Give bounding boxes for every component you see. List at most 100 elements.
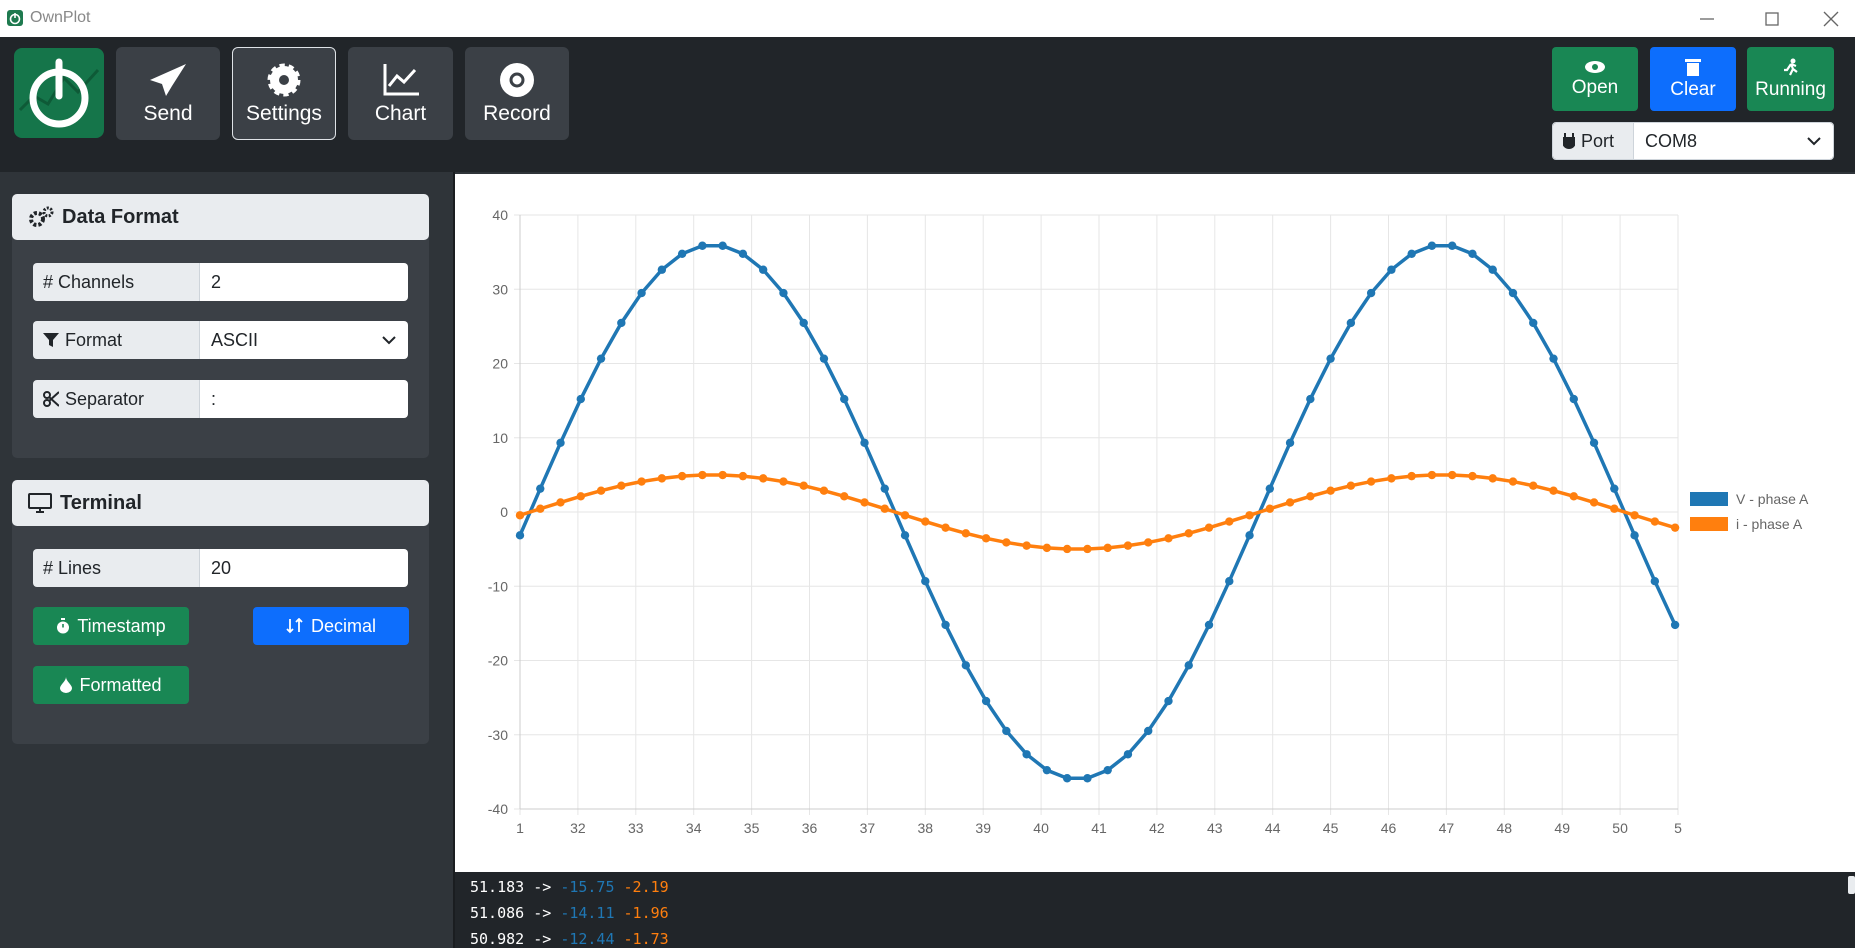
data-point <box>657 265 667 274</box>
button-label: Settings <box>246 101 322 125</box>
data-point <box>1346 481 1356 490</box>
field-label: Separator <box>65 388 145 409</box>
record-button[interactable]: Record <box>465 47 569 140</box>
data-point <box>921 577 930 586</box>
terminal-text: -1.73 <box>623 930 669 948</box>
y-tick-label: -30 <box>488 727 508 743</box>
send-button[interactable]: Send <box>116 47 220 140</box>
data-point <box>1123 750 1133 759</box>
field-value: ASCII <box>211 329 259 350</box>
data-point <box>961 661 971 670</box>
timestamp-button[interactable]: Timestamp <box>33 607 189 645</box>
data-point <box>556 498 565 507</box>
legend-label: i - phase A <box>1736 516 1803 532</box>
running-button[interactable]: Running <box>1747 47 1834 111</box>
data-point <box>1650 577 1660 586</box>
data-point <box>536 484 545 493</box>
data-point <box>1062 774 1072 783</box>
terminal-line: 50.982 -> -12.44 -1.73 <box>470 930 678 948</box>
clear-button[interactable]: Clear <box>1650 47 1736 111</box>
data-point <box>1427 241 1437 250</box>
data-point <box>1204 523 1214 532</box>
data-point <box>1306 394 1315 404</box>
chart: -40 -30 -20 -10 0 10 20 30 40 1 32 33 34 35 36 37 38 39 40… <box>455 174 1855 872</box>
x-tick-label: 33 <box>628 820 644 836</box>
data-point <box>738 249 748 259</box>
scrollbar[interactable] <box>1848 876 1855 894</box>
data-point <box>718 470 727 480</box>
separator-field[interactable]: Separator : <box>33 380 408 418</box>
formatted-button[interactable]: Formatted <box>33 666 189 704</box>
data-point <box>1245 531 1254 540</box>
data-point <box>1508 477 1518 486</box>
y-tick-label: 30 <box>492 281 508 297</box>
data-point <box>1022 750 1031 759</box>
x-tick-label: 37 <box>860 820 876 836</box>
terminal-text: -12.44 <box>560 930 615 948</box>
data-point <box>758 474 768 483</box>
logo[interactable] <box>14 48 104 138</box>
x-tick-label: 47 <box>1439 820 1455 836</box>
data-point <box>1366 477 1376 486</box>
data-point <box>1164 534 1173 543</box>
data-point <box>1549 486 1558 495</box>
data-point <box>596 486 606 495</box>
data-point <box>799 318 808 328</box>
terminal-text: 50.982 <box>470 930 525 948</box>
data-point <box>1589 438 1599 447</box>
data-point <box>1529 481 1538 490</box>
x-tick-label: 42 <box>1149 820 1165 836</box>
y-tick-label: -10 <box>488 578 508 594</box>
format-field[interactable]: Format ASCII <box>33 321 408 359</box>
x-tick-label: 48 <box>1497 820 1513 836</box>
data-point <box>1630 511 1639 520</box>
port-label: Port <box>1553 123 1634 159</box>
terminal-line: 51.086 -> -14.11 -1.96 <box>470 904 678 922</box>
terminal-text: -1.96 <box>623 904 669 922</box>
x-tick-label: 5 <box>1674 820 1682 836</box>
data-point <box>880 504 889 513</box>
y-tick-label: 40 <box>492 207 508 223</box>
open-button[interactable]: Open <box>1552 47 1638 111</box>
button-label: Clear <box>1670 78 1716 100</box>
terminal-text: -> <box>533 878 552 896</box>
data-point <box>657 474 667 483</box>
field-value: : <box>211 388 217 409</box>
data-point <box>880 484 889 493</box>
settings-button[interactable]: Settings <box>232 47 336 140</box>
channels-field[interactable]: # Channels 2 <box>33 263 408 301</box>
port-select[interactable]: Port COM8 <box>1552 122 1834 160</box>
data-point <box>1326 354 1335 363</box>
data-point <box>1245 511 1254 520</box>
lines-field[interactable]: # Lines 20 <box>33 549 408 587</box>
data-point <box>860 438 869 447</box>
field-value: 20 <box>211 557 232 578</box>
y-tick-label: -40 <box>488 801 508 817</box>
window-controls[interactable] <box>1690 8 1850 30</box>
data-point <box>1468 249 1477 259</box>
x-tick-label: 41 <box>1091 820 1107 836</box>
terminal-text: -2.19 <box>623 878 669 896</box>
data-point <box>617 318 626 328</box>
data-point <box>1589 498 1599 507</box>
chart-button[interactable]: Chart <box>348 47 453 140</box>
data-point <box>981 534 991 543</box>
data-point <box>1184 661 1193 670</box>
data-point <box>1387 474 1396 483</box>
data-point <box>1062 544 1072 554</box>
x-tick-label: 35 <box>744 820 760 836</box>
terminal-text: 51.086 <box>470 904 525 922</box>
data-point <box>819 486 829 495</box>
data-point <box>1103 765 1112 775</box>
data-point <box>1387 265 1396 274</box>
x-tick-label: 49 <box>1554 820 1570 836</box>
data-point <box>1549 354 1558 363</box>
x-tick-label: 39 <box>975 820 991 836</box>
data-point <box>1002 538 1011 547</box>
terminal-text: 51.183 <box>470 878 525 896</box>
decimal-button[interactable]: Decimal <box>253 607 409 645</box>
data-point <box>981 696 991 706</box>
data-point <box>819 354 829 363</box>
data-point <box>617 481 626 490</box>
